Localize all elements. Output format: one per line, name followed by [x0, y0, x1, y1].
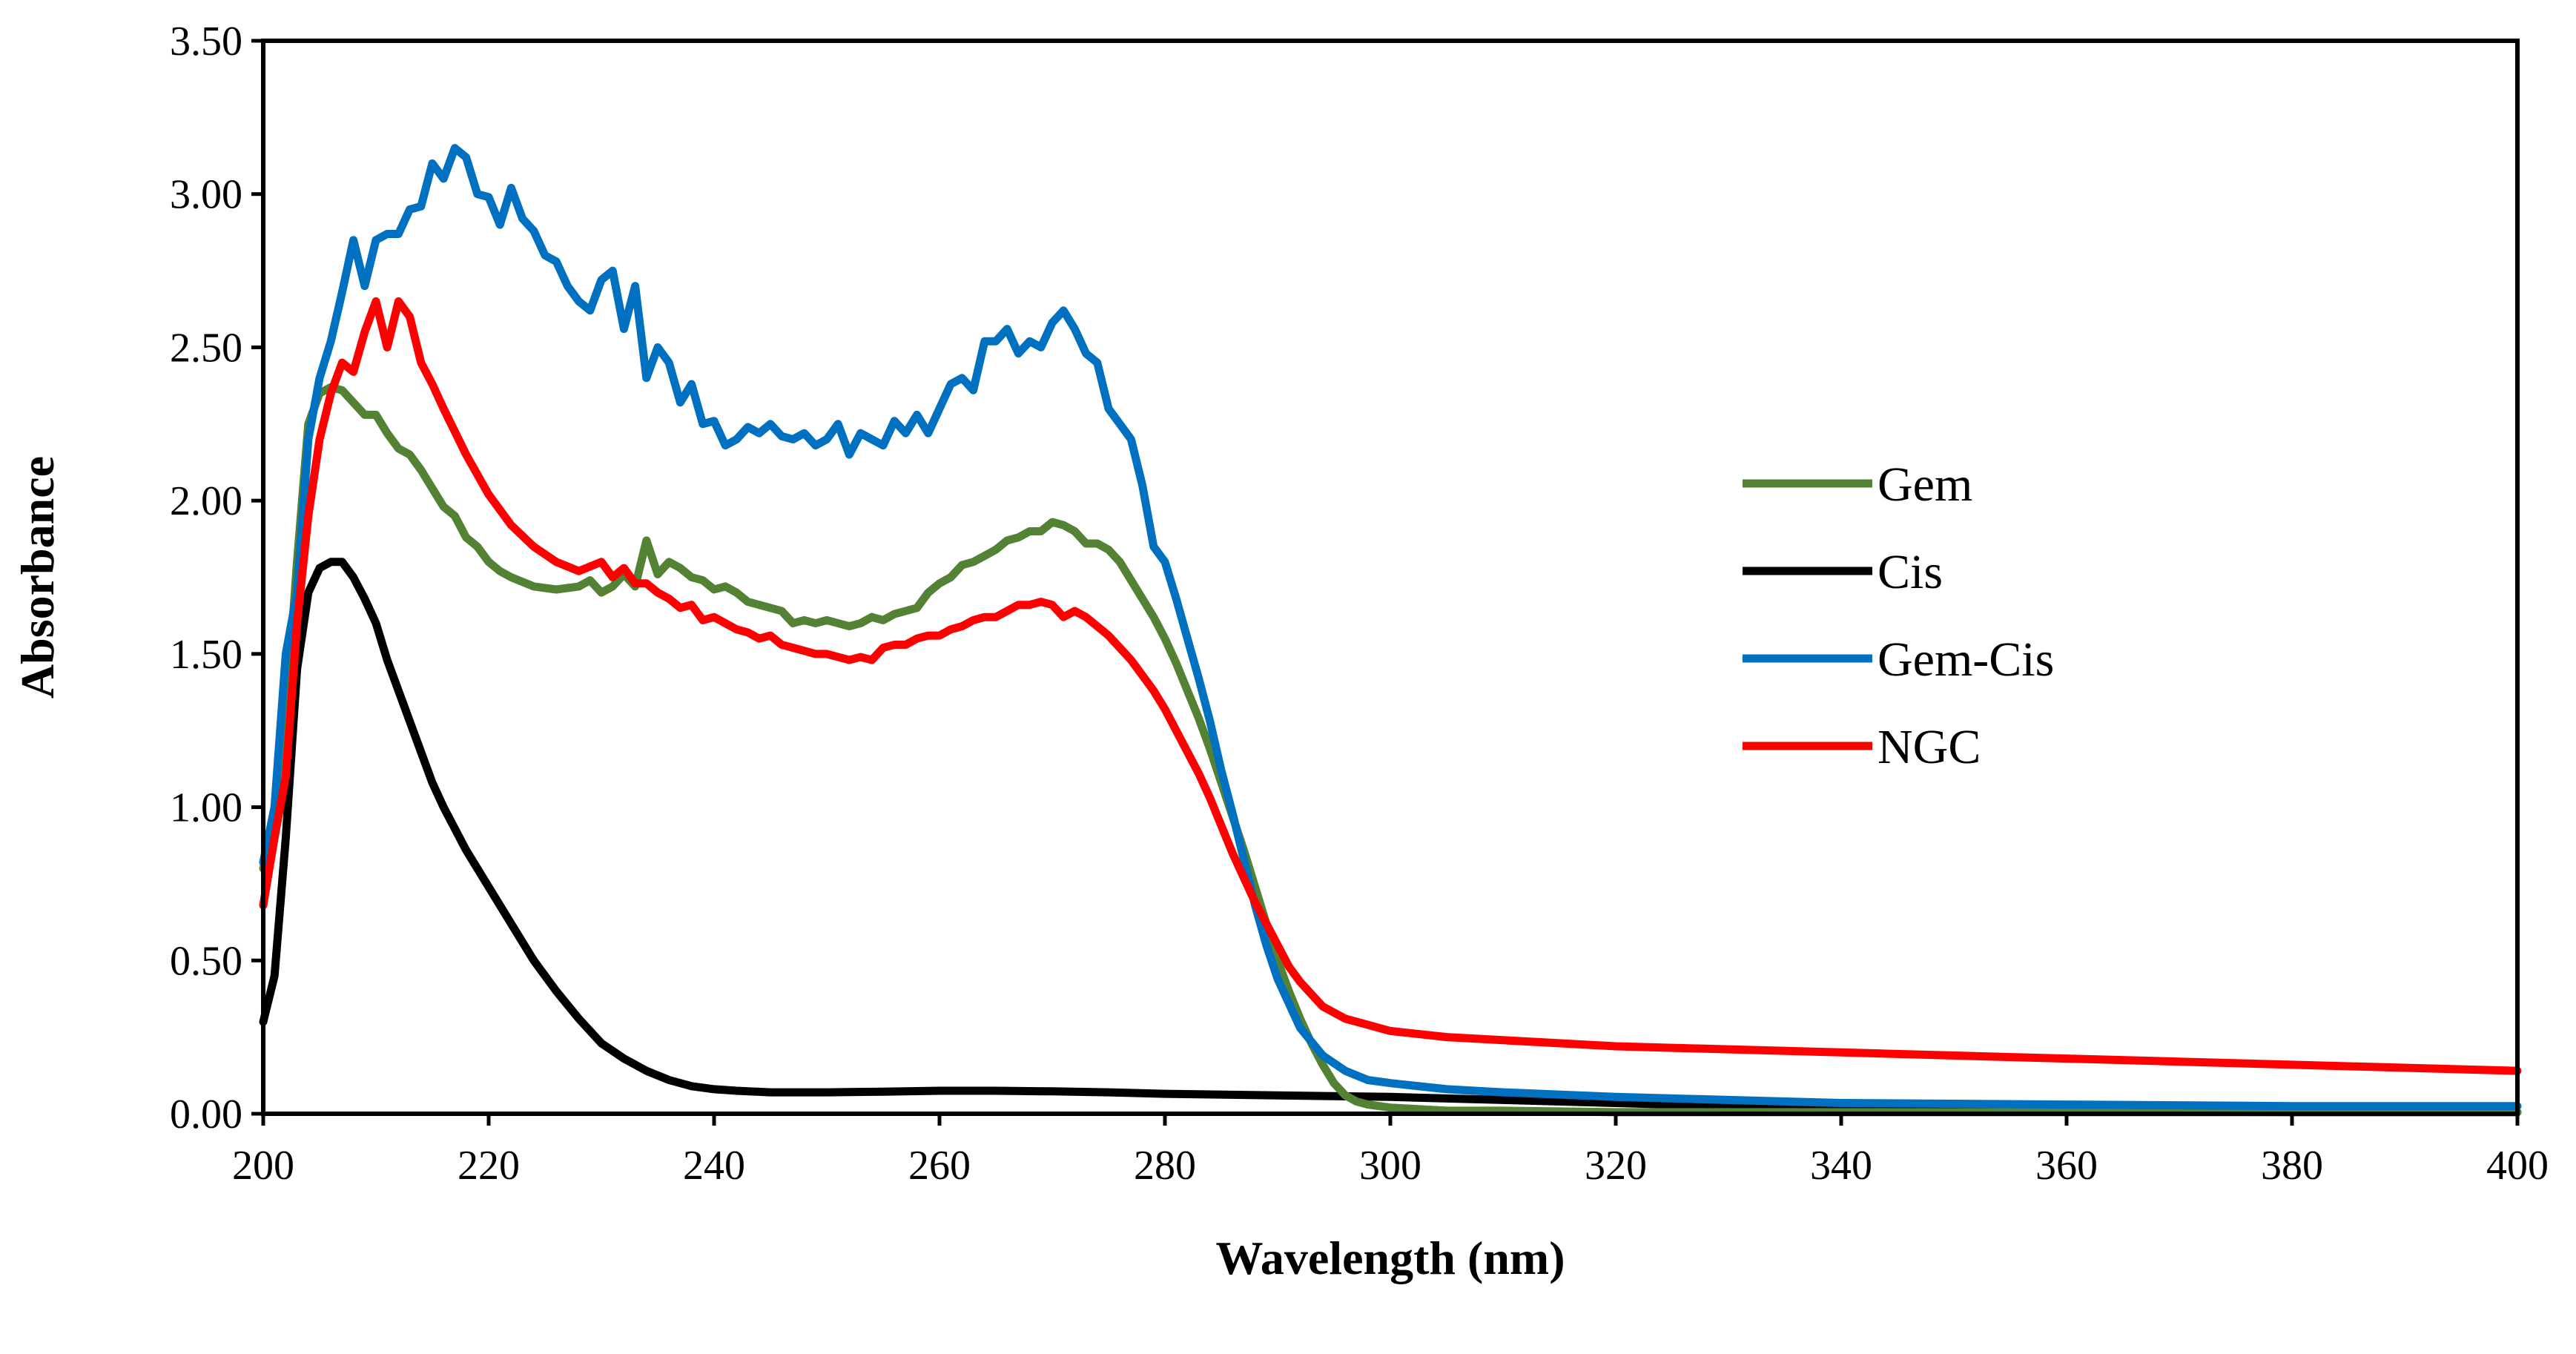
legend-label-gem-cis: Gem-Cis	[1877, 633, 2054, 687]
y-tick-label: 2.00	[170, 478, 242, 524]
x-tick-label: 300	[1359, 1143, 1421, 1189]
x-tick-label: 280	[1134, 1143, 1196, 1189]
legend-label-cis: Cis	[1877, 545, 1943, 599]
y-tick-label: 3.50	[170, 19, 242, 65]
legend-label-ngc: NGC	[1877, 720, 1981, 774]
series-group	[259, 144, 2522, 1117]
y-tick-label: 1.50	[170, 632, 242, 678]
x-tick-label: 360	[2035, 1143, 2098, 1189]
series-line-ngc	[259, 297, 2522, 1075]
x-tick-label: 200	[232, 1143, 294, 1189]
y-tick-label: 0.00	[170, 1092, 242, 1137]
x-axis-title: Wavelength (nm)	[1215, 1232, 1565, 1284]
y-axis-title: Absorbance	[11, 456, 64, 699]
series-line-cis	[259, 558, 2522, 1117]
legend-label-gem: Gem	[1877, 458, 1972, 512]
y-tick-label: 2.50	[170, 325, 242, 371]
y-tick-label: 0.50	[170, 938, 242, 984]
x-tick-label: 260	[908, 1143, 971, 1189]
y-tick-label: 3.00	[170, 172, 242, 218]
legend: Gem Cis Gem-Cis NGC	[1743, 458, 2054, 774]
series-line-gem-cis	[259, 144, 2522, 1111]
x-tick-label: 400	[2486, 1143, 2549, 1189]
x-tick-label: 220	[458, 1143, 520, 1189]
x-tick-label: 240	[683, 1143, 745, 1189]
y-axis-ticks: 0.00 0.50 1.00 1.50 2.00 2.50 3.00 3.50	[170, 19, 263, 1137]
x-tick-label: 320	[1585, 1143, 1647, 1189]
x-tick-label: 380	[2261, 1143, 2323, 1189]
y-tick-label: 1.00	[170, 785, 242, 831]
x-axis-ticks: 200 220 240 260 280 300 320 340 360 380 400	[232, 1114, 2549, 1189]
x-tick-label: 340	[1810, 1143, 1872, 1189]
